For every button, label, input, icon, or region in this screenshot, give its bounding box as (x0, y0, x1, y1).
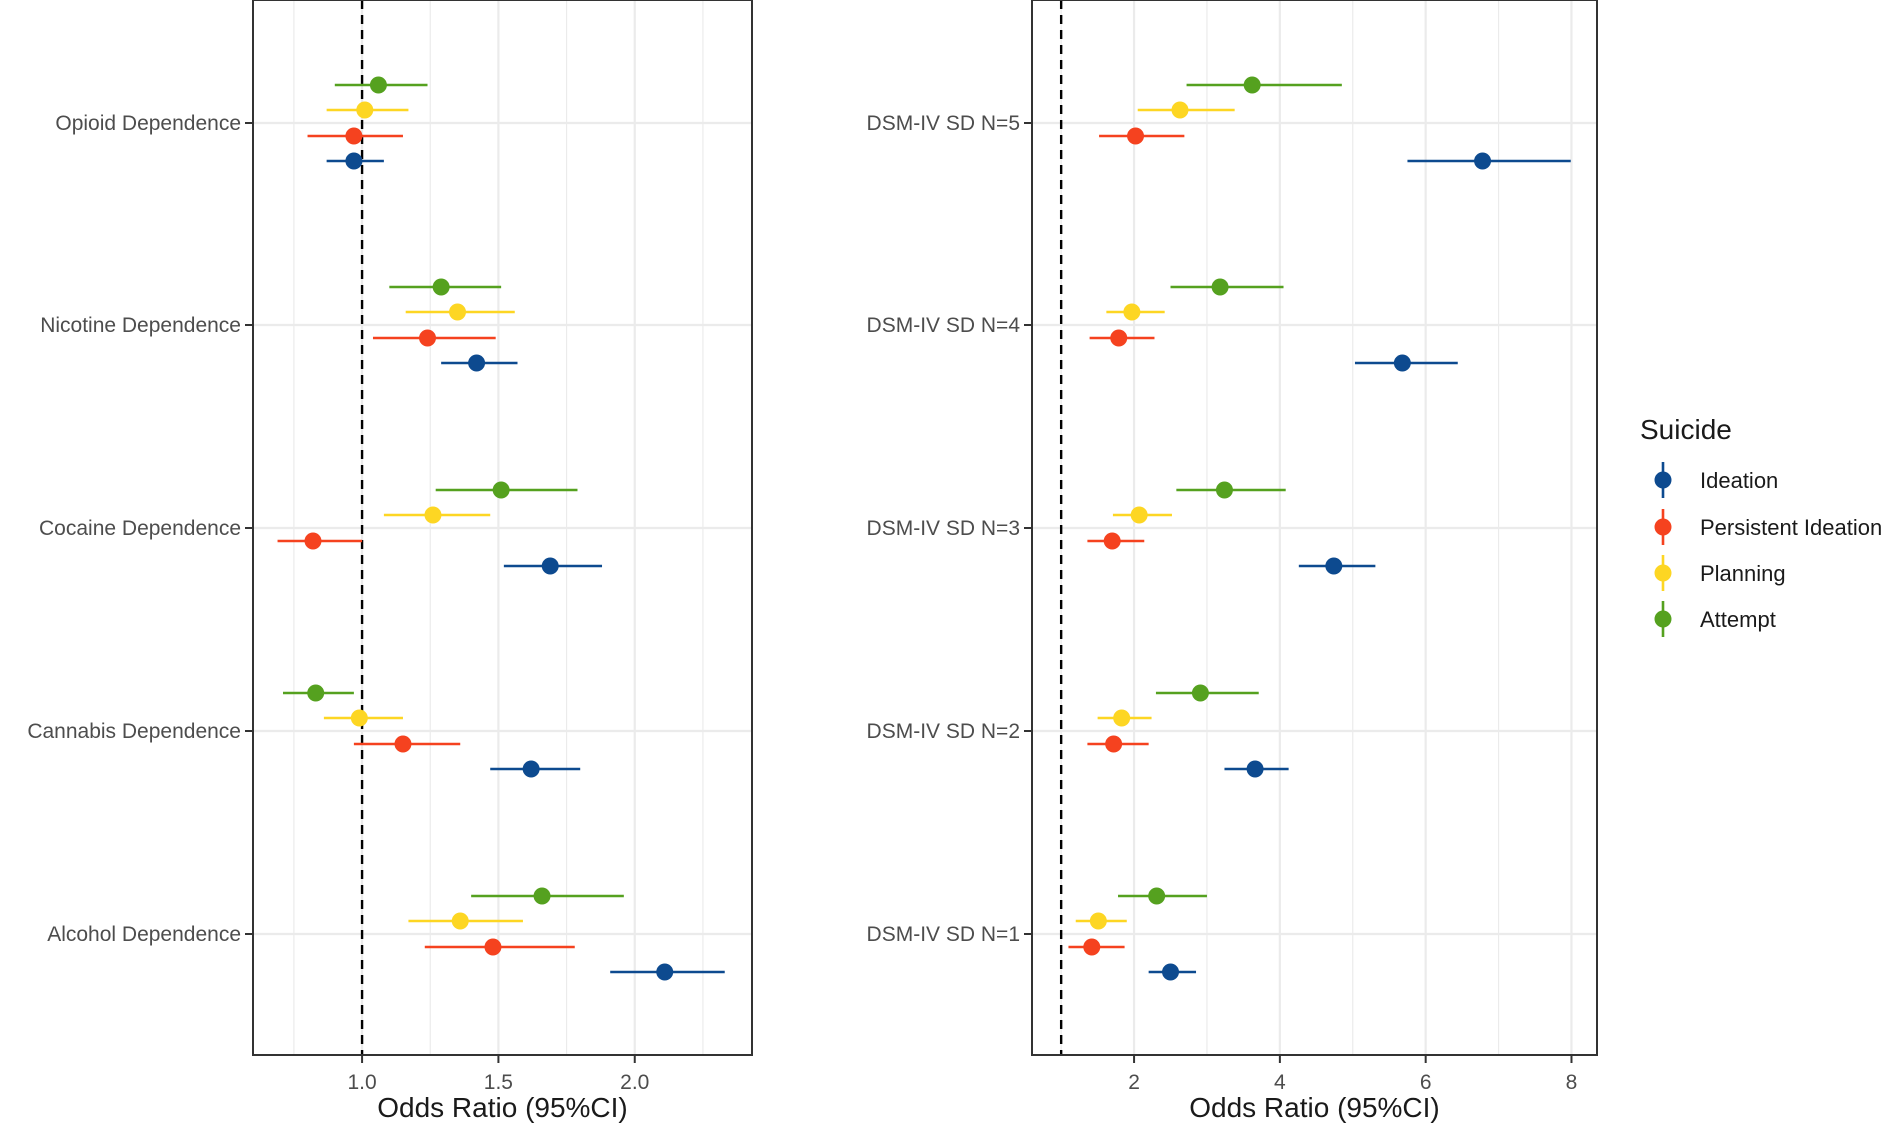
persistent-ideation-point (419, 329, 437, 347)
planning-point (1123, 303, 1141, 321)
attempt-point (1191, 684, 1209, 702)
y-tick-label: Nicotine Dependence (40, 314, 241, 337)
attempt-point (1148, 887, 1166, 905)
y-tick-label: Opioid Dependence (55, 112, 241, 135)
legend-item-planning: Planning (1654, 555, 1786, 591)
y-tick-label: DSM-IV SD N=5 (867, 112, 1020, 135)
persistent-ideation-point (1110, 329, 1128, 347)
legend-key-point (1654, 564, 1672, 582)
y-tick-label: DSM-IV SD N=1 (867, 923, 1020, 946)
attempt-point (1243, 76, 1261, 94)
x-tick-label: 8 (1566, 1071, 1578, 1094)
attempt-point (307, 684, 325, 702)
planning-point (350, 709, 368, 727)
persistent-ideation-point (484, 938, 502, 956)
legend-label: Persistent Ideation (1700, 515, 1882, 540)
x-tick-label: 1.0 (347, 1071, 376, 1094)
y-tick-label: Alcohol Dependence (47, 923, 241, 946)
x-tick-label: 2 (1128, 1071, 1140, 1094)
persistent-ideation-point (394, 735, 412, 753)
y-tick-label: Cocaine Dependence (39, 517, 241, 540)
y-tick-label: DSM-IV SD N=3 (867, 517, 1020, 540)
data-marks (1068, 76, 1571, 981)
x-tick-label: 1.5 (484, 1071, 513, 1094)
planning-point (424, 506, 442, 524)
y-tick-label: DSM-IV SD N=4 (867, 314, 1021, 337)
attempt-point (1215, 481, 1233, 499)
persistent-ideation-point (1105, 735, 1123, 753)
x-axis-title: Odds Ratio (95%CI) (377, 1092, 628, 1123)
x-tick-label: 2.0 (620, 1071, 649, 1094)
persistent-ideation-point (1127, 127, 1145, 145)
attempt-point (432, 278, 450, 296)
legend-label: Attempt (1700, 607, 1776, 632)
data-marks (277, 76, 725, 981)
ideation-point (1325, 557, 1343, 575)
legend-item-attempt: Attempt (1654, 601, 1776, 637)
attempt-point (492, 481, 510, 499)
legend-key-point (1654, 610, 1672, 628)
x-tick-label: 6 (1420, 1071, 1432, 1094)
x-tick-label: 4 (1274, 1071, 1286, 1094)
panel-1: Opioid Dependence Nicotine Dependence Coca… (27, 0, 753, 1123)
planning-point (1089, 912, 1107, 930)
planning-point (356, 101, 374, 119)
legend-key-point (1654, 471, 1672, 489)
persistent-ideation-point (304, 532, 322, 550)
planning-point (1171, 101, 1189, 119)
persistent-ideation-point (1103, 532, 1121, 550)
legend-key-point (1654, 518, 1672, 536)
ideation-point (656, 963, 674, 981)
x-axis-title: Odds Ratio (95%CI) (1189, 1092, 1440, 1123)
gridlines (253, 0, 752, 1055)
ideation-point (1393, 354, 1411, 372)
attempt-point (369, 76, 387, 94)
ideation-point (1474, 152, 1492, 170)
ideation-point (1162, 963, 1180, 981)
ideation-point (522, 760, 540, 778)
attempt-point (533, 887, 551, 905)
persistent-ideation-point (1083, 938, 1101, 956)
planning-point (1130, 506, 1148, 524)
ideation-point (345, 152, 363, 170)
planning-point (449, 303, 467, 321)
legend-label: Planning (1700, 561, 1786, 586)
planning-point (451, 912, 469, 930)
ideation-point (1246, 760, 1264, 778)
y-tick-label: Cannabis Dependence (27, 720, 241, 743)
planning-point (1113, 709, 1131, 727)
legend: Suicide Ideation Persistent Ideation Plann… (1640, 414, 1882, 637)
y-tick-label: DSM-IV SD N=2 (867, 720, 1020, 743)
legend-title: Suicide (1640, 414, 1732, 445)
legend-item-ideation: Ideation (1654, 462, 1778, 498)
attempt-point (1211, 278, 1229, 296)
legend-label: Ideation (1700, 468, 1778, 493)
panel-2: DSM-IV SD N=5 DSM-IV SD N=4 DSM-IV SD N=3 D… (867, 0, 1598, 1123)
persistent-ideation-point (345, 127, 363, 145)
ideation-point (468, 354, 486, 372)
ideation-point (541, 557, 559, 575)
legend-item-persistent-ideation: Persistent Ideation (1654, 509, 1882, 545)
